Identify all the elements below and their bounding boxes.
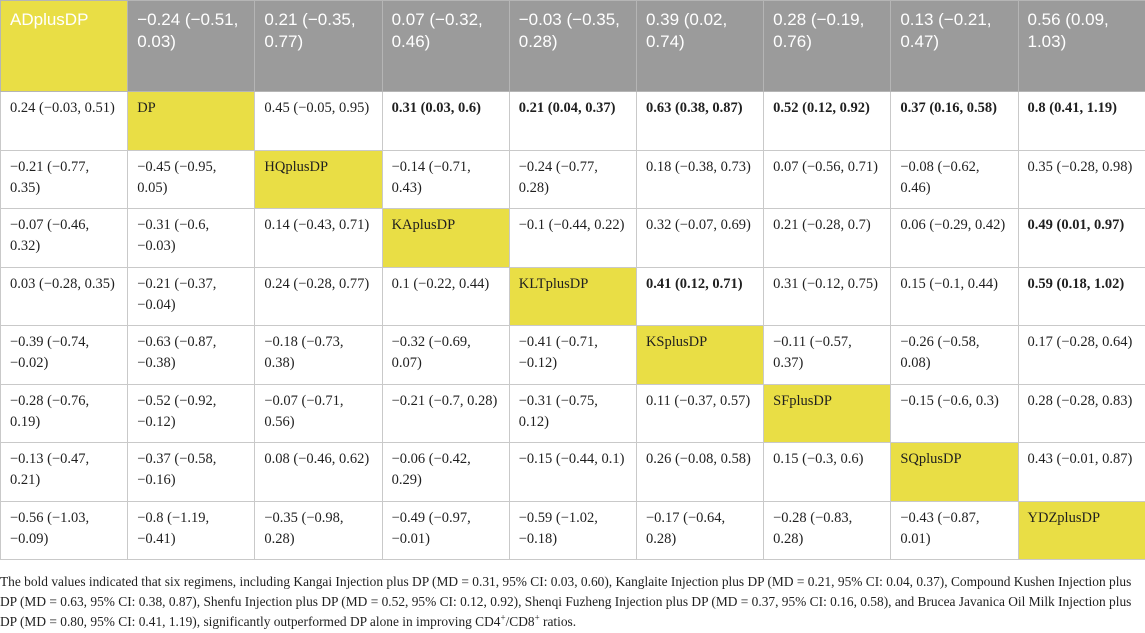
comparison-cell: −0.45 (−0.95, 0.05) bbox=[127, 149, 256, 209]
table-row: −0.56 (−1.03, −0.09) −0.8 (−1.19, −0.41) −… bbox=[0, 500, 1145, 560]
treatment-label-cell: YDZplusDP bbox=[1017, 500, 1145, 560]
comparison-cell: 0.41 (0.12, 0.71) bbox=[635, 266, 765, 326]
comparison-cell: −0.17 (−0.64, 0.28) bbox=[635, 500, 765, 560]
comparison-cell: −0.28 (−0.83, 0.28) bbox=[763, 500, 892, 560]
table-row: −0.21 (−0.77, 0.35) −0.45 (−0.95, 0.05) HQ… bbox=[0, 149, 1145, 209]
comparison-cell: 0.59 (0.18, 1.02) bbox=[1017, 266, 1145, 326]
comparison-cell: −0.31 (−0.6, −0.03) bbox=[127, 208, 256, 268]
comparison-cell: −0.32 (−0.69, 0.07) bbox=[381, 325, 510, 385]
comparison-cell: −0.1 (−0.44, 0.22) bbox=[508, 208, 637, 268]
comparison-cell: 0.14 (−0.43, 0.71) bbox=[254, 208, 383, 268]
table-body: ADplusDP −0.24 (−0.51, 0.03) 0.21 (−0.35, … bbox=[0, 0, 1145, 560]
comparison-cell: 0.49 (0.01, 0.97) bbox=[1017, 208, 1145, 268]
comparison-cell: −0.52 (−0.92, −0.12) bbox=[127, 383, 256, 443]
comparison-cell: 0.07 (−0.56, 0.71) bbox=[763, 149, 892, 209]
comparison-cell: −0.59 (−1.02, −0.18) bbox=[508, 500, 637, 560]
treatment-label-cell: SQplusDP bbox=[890, 442, 1019, 502]
comparison-cell: 0.21 (−0.35, 0.77) bbox=[254, 0, 383, 92]
comparison-cell: 0.18 (−0.38, 0.73) bbox=[635, 149, 765, 209]
comparison-cell: −0.15 (−0.6, 0.3) bbox=[890, 383, 1019, 443]
table-row: 0.24 (−0.03, 0.51) DP 0.45 (−0.05, 0.95) 0.… bbox=[0, 91, 1145, 151]
comparison-cell: −0.18 (−0.73, 0.38) bbox=[254, 325, 383, 385]
comparison-cell: 0.8 (0.41, 1.19) bbox=[1017, 91, 1145, 151]
comparison-cell: −0.24 (−0.51, 0.03) bbox=[127, 0, 256, 92]
comparison-cell: 0.13 (−0.21, 0.47) bbox=[890, 0, 1019, 92]
header-row: ADplusDP −0.24 (−0.51, 0.03) 0.21 (−0.35, … bbox=[0, 0, 1145, 92]
table-row: −0.39 (−0.74, −0.02) −0.63 (−0.87, −0.38)… bbox=[0, 325, 1145, 385]
treatment-label-cell: HQplusDP bbox=[254, 149, 383, 209]
table-row: 0.03 (−0.28, 0.35) −0.21 (−0.37, −0.04) 0.… bbox=[0, 266, 1145, 326]
comparison-cell: 0.1 (−0.22, 0.44) bbox=[381, 266, 510, 326]
comparison-cell: 0.32 (−0.07, 0.69) bbox=[635, 208, 765, 268]
comparison-cell: 0.07 (−0.32, 0.46) bbox=[381, 0, 510, 92]
comparison-cell: −0.08 (−0.62, 0.46) bbox=[890, 149, 1019, 209]
comparison-cell: 0.26 (−0.08, 0.58) bbox=[635, 442, 765, 502]
comparison-cell: −0.21 (−0.37, −0.04) bbox=[127, 266, 256, 326]
comparison-cell: 0.21 (−0.28, 0.7) bbox=[763, 208, 892, 268]
comparison-cell: −0.14 (−0.71, 0.43) bbox=[381, 149, 510, 209]
footnote-text-end: ratios. bbox=[539, 614, 577, 629]
comparison-cell: −0.06 (−0.42, 0.29) bbox=[381, 442, 510, 502]
comparison-cell: −0.13 (−0.47, 0.21) bbox=[0, 442, 129, 502]
comparison-cell: −0.39 (−0.74, −0.02) bbox=[0, 325, 129, 385]
table-row: −0.28 (−0.76, 0.19) −0.52 (−0.92, −0.12) −… bbox=[0, 383, 1145, 443]
treatment-label-cell: KLTplusDP bbox=[508, 266, 637, 326]
treatment-label-cell: KSplusDP bbox=[635, 325, 765, 385]
comparison-cell: −0.21 (−0.77, 0.35) bbox=[0, 149, 129, 209]
comparison-cell: −0.49 (−0.97, −0.01) bbox=[381, 500, 510, 560]
comparison-cell: −0.37 (−0.58, −0.16) bbox=[127, 442, 256, 502]
comparison-cell: −0.03 (−0.35, 0.28) bbox=[508, 0, 637, 92]
comparison-cell: −0.07 (−0.71, 0.56) bbox=[254, 383, 383, 443]
comparison-cell: −0.15 (−0.44, 0.1) bbox=[508, 442, 637, 502]
comparison-cell: 0.17 (−0.28, 0.64) bbox=[1017, 325, 1145, 385]
comparison-cell: 0.45 (−0.05, 0.95) bbox=[254, 91, 383, 151]
comparison-cell: −0.63 (−0.87, −0.38) bbox=[127, 325, 256, 385]
comparison-cell: 0.28 (−0.19, 0.76) bbox=[763, 0, 892, 92]
comparison-cell: 0.43 (−0.01, 0.87) bbox=[1017, 442, 1145, 502]
comparison-cell: 0.39 (0.02, 0.74) bbox=[635, 0, 765, 92]
comparison-cell: −0.56 (−1.03, −0.09) bbox=[0, 500, 129, 560]
comparison-cell: −0.35 (−0.98, 0.28) bbox=[254, 500, 383, 560]
footnote-superscript-plus-2: + bbox=[534, 612, 540, 623]
comparison-cell: 0.11 (−0.37, 0.57) bbox=[635, 383, 765, 443]
comparison-cell: 0.56 (0.09, 1.03) bbox=[1017, 0, 1145, 92]
comparison-cell: 0.28 (−0.28, 0.83) bbox=[1017, 383, 1145, 443]
comparison-cell: −0.28 (−0.76, 0.19) bbox=[0, 383, 129, 443]
comparison-cell: 0.37 (0.16, 0.58) bbox=[890, 91, 1019, 151]
comparison-cell: −0.11 (−0.57, 0.37) bbox=[763, 325, 892, 385]
comparison-cell: 0.08 (−0.46, 0.62) bbox=[254, 442, 383, 502]
comparison-cell: −0.07 (−0.46, 0.32) bbox=[0, 208, 129, 268]
treatment-label-cell: DP bbox=[127, 91, 256, 151]
comparison-cell: −0.21 (−0.7, 0.28) bbox=[381, 383, 510, 443]
table-row: −0.13 (−0.47, 0.21) −0.37 (−0.58, −0.16) 0… bbox=[0, 442, 1145, 502]
table-row: −0.07 (−0.46, 0.32) −0.31 (−0.6, −0.03) 0.… bbox=[0, 208, 1145, 268]
comparison-cell: 0.31 (−0.12, 0.75) bbox=[763, 266, 892, 326]
comparison-cell: 0.31 (0.03, 0.6) bbox=[381, 91, 510, 151]
comparison-cell: 0.03 (−0.28, 0.35) bbox=[0, 266, 129, 326]
footnote-text: The bold values indicated that six regim… bbox=[0, 574, 1132, 629]
footnote-superscript-plus-1: + bbox=[500, 612, 506, 623]
treatment-label-cell: SFplusDP bbox=[763, 383, 892, 443]
comparison-cell: 0.24 (−0.03, 0.51) bbox=[0, 91, 129, 151]
comparison-cell: −0.26 (−0.58, 0.08) bbox=[890, 325, 1019, 385]
treatment-label-cell: ADplusDP bbox=[0, 0, 129, 92]
comparison-cell: 0.24 (−0.28, 0.77) bbox=[254, 266, 383, 326]
comparison-cell: 0.06 (−0.29, 0.42) bbox=[890, 208, 1019, 268]
comparison-cell: 0.52 (0.12, 0.92) bbox=[763, 91, 892, 151]
treatment-label-cell: KAplusDP bbox=[381, 208, 510, 268]
comparison-cell: −0.24 (−0.77, 0.28) bbox=[508, 149, 637, 209]
comparison-cell: 0.63 (0.38, 0.87) bbox=[635, 91, 765, 151]
footnote-text-mid: /CD8 bbox=[505, 614, 535, 629]
comparison-cell: 0.15 (−0.3, 0.6) bbox=[763, 442, 892, 502]
comparison-cell: 0.15 (−0.1, 0.44) bbox=[890, 266, 1019, 326]
comparison-cell: 0.21 (0.04, 0.37) bbox=[508, 91, 637, 151]
comparison-cell: −0.43 (−0.87, 0.01) bbox=[890, 500, 1019, 560]
comparison-cell: −0.8 (−1.19, −0.41) bbox=[127, 500, 256, 560]
league-table: ADplusDP −0.24 (−0.51, 0.03) 0.21 (−0.35, … bbox=[0, 0, 1145, 560]
comparison-cell: 0.35 (−0.28, 0.98) bbox=[1017, 149, 1145, 209]
comparison-cell: −0.41 (−0.71, −0.12) bbox=[508, 325, 637, 385]
comparison-cell: −0.31 (−0.75, 0.12) bbox=[508, 383, 637, 443]
table-footnote: The bold values indicated that six regim… bbox=[0, 572, 1140, 632]
